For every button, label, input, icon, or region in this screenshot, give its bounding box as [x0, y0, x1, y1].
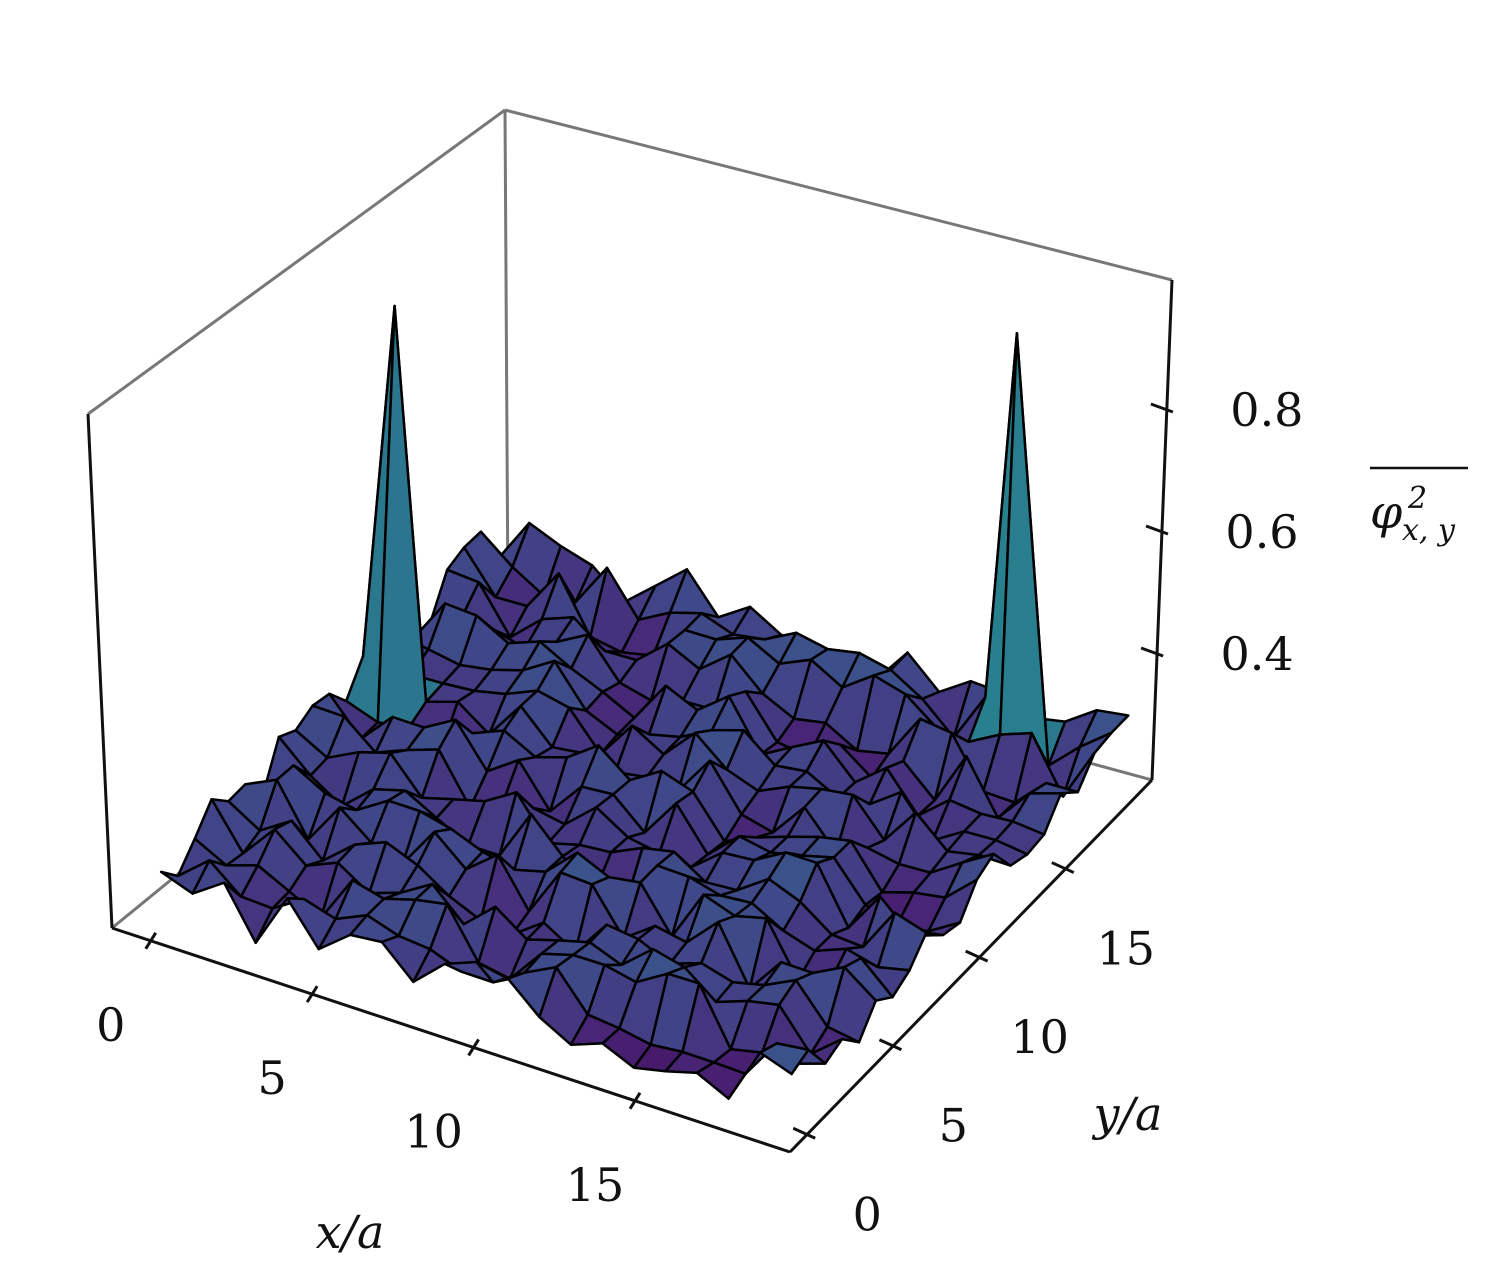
y-tick-mark — [878, 1038, 903, 1052]
axis-ticks: 0 5 10 15 0 5 10 15 0.4 0.6 0.8 — [96, 383, 1303, 1241]
z-axis-line — [1150, 279, 1174, 781]
x-tick-mark — [144, 932, 158, 950]
surface-facet — [376, 304, 428, 729]
z-tick-mark — [1145, 524, 1169, 536]
x-tick-label: 0 — [96, 998, 125, 1052]
z-tick-mark — [1150, 402, 1174, 414]
y-tick-label: 5 — [939, 1099, 968, 1153]
z-tick-label: 0.4 — [1221, 627, 1294, 681]
y-tick-label: 0 — [853, 1187, 882, 1241]
y-tick-label: 15 — [1097, 922, 1156, 976]
z-tick-label: 0.6 — [1225, 505, 1298, 559]
x-axis-line — [111, 926, 791, 1154]
x-tick-mark — [467, 1038, 480, 1057]
x-tick-label: 5 — [258, 1051, 287, 1105]
y-axis-label: y/a — [1092, 1087, 1163, 1141]
left-vertical-axis — [86, 413, 114, 929]
back-vertical-edge — [503, 109, 510, 606]
back-top-left-edge — [87, 108, 506, 416]
x-axis-label: x/a — [316, 1205, 385, 1259]
x-tick-mark — [305, 985, 319, 1003]
z-tick-label: 0.8 — [1230, 383, 1303, 437]
x-tick-label: 15 — [566, 1158, 625, 1212]
y-tick-mark — [964, 949, 989, 963]
x-tick-label: 10 — [404, 1104, 463, 1158]
y-tick-mark — [792, 1126, 816, 1140]
y-tick-label: 10 — [1010, 1010, 1069, 1064]
z-axis-label: φ 2 x, y — [1370, 466, 1468, 548]
surface-facet — [998, 332, 1050, 767]
y-axis-line — [788, 778, 1154, 1154]
back-top-right-edge — [504, 108, 1173, 282]
z-axis-label-superscript: 2 — [1407, 481, 1427, 516]
z-tick-mark — [1140, 646, 1164, 658]
z-axis-label-subscript: x, y — [1402, 513, 1456, 548]
x-tick-mark — [628, 1092, 642, 1110]
front-axes — [86, 279, 1174, 1154]
surface-mesh — [159, 304, 1130, 1100]
z-axis-label-symbol: φ — [1370, 485, 1403, 539]
surface-facet — [758, 1042, 810, 1076]
y-tick-mark — [1051, 861, 1075, 874]
